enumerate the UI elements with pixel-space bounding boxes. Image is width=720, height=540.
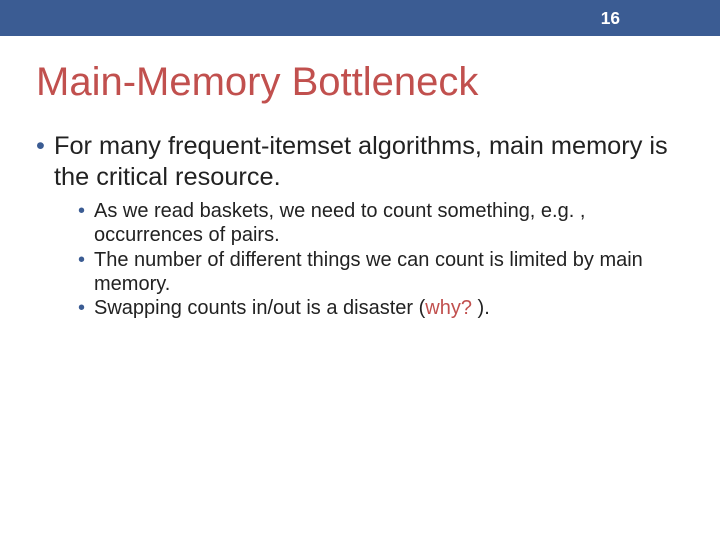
level2-list: As we read baskets, we need to count som… xyxy=(78,199,684,321)
level2-text-pre: The number of different things we can co… xyxy=(94,249,643,295)
slide-title: Main-Memory Bottleneck xyxy=(36,60,720,105)
level2-text-pre: Swapping counts in/out is a disaster ( xyxy=(94,297,425,319)
level2-highlight: why? xyxy=(425,297,477,319)
level1-item: For many frequent-itemset algorithms, ma… xyxy=(36,131,684,321)
page-number: 16 xyxy=(601,8,620,29)
level2-text-post: ). xyxy=(478,297,490,319)
level1-text: For many frequent-itemset algorithms, ma… xyxy=(54,132,668,191)
level2-item: Swapping counts in/out is a disaster (wh… xyxy=(78,296,684,320)
slide-body: For many frequent-itemset algorithms, ma… xyxy=(36,131,684,321)
level2-item: The number of different things we can co… xyxy=(78,248,684,297)
level2-item: As we read baskets, we need to count som… xyxy=(78,199,684,248)
level1-list: For many frequent-itemset algorithms, ma… xyxy=(36,131,684,321)
top-bar: 16 xyxy=(0,0,720,36)
level2-text-pre: As we read baskets, we need to count som… xyxy=(94,200,585,246)
